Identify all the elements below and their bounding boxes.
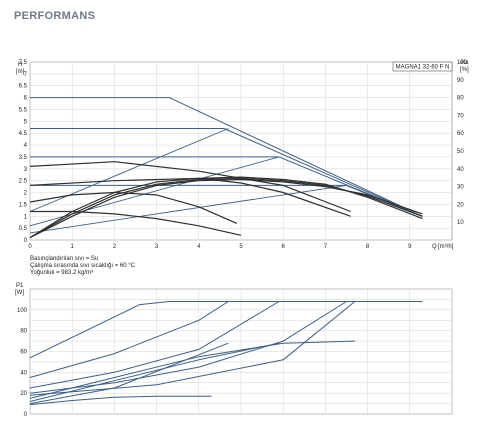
top-y-tick-label: 6: [24, 96, 28, 102]
fluid-note: Çalışma sırasında sıvı sıcaklığı = 60 °C: [30, 263, 136, 269]
top-y-tick-label: 3.5: [19, 155, 28, 161]
top-y-tick-label: 3: [24, 167, 28, 173]
top-y2-tick-label: 60: [457, 131, 464, 137]
top-y2-tick-label: 30: [457, 185, 464, 191]
top-y-axis-unit: [m]: [16, 69, 25, 75]
top-y2-tick-label: 20: [457, 202, 464, 208]
top-y-tick-label: 2: [24, 191, 28, 197]
top-x-tick-label: 8: [366, 244, 370, 250]
head-chart: 0 0.5 1 1.5 2 2.5 3 3.5 4 4.5 5 5.5 6 6.5 7 7.5 0 1 2 3 4 5 6 7…: [16, 60, 469, 276]
top-y2-tick-label: 40: [457, 167, 464, 173]
top-y2-tick-label: 90: [457, 78, 464, 84]
bottom-y-tick-label: 100: [17, 308, 28, 314]
top-series-efficiency-line: [29, 161, 351, 213]
top-series-efficiency-line: [30, 210, 242, 236]
bottom-y-tick-label: 20: [20, 391, 27, 397]
top-x-tick-label: 4: [197, 244, 201, 250]
top-x-axis-unit: [m³/h]: [438, 244, 454, 250]
top-series-efficiency-line: [29, 191, 238, 224]
bottom-series-power-line: [29, 301, 423, 396]
bottom-series-power-line: [29, 395, 212, 406]
top-y2-tick-label: 100: [457, 60, 468, 66]
bottom-y-axis-unit: [W]: [15, 290, 24, 296]
top-series-head-line: [30, 97, 423, 217]
top-x-tick-label: 7: [324, 244, 328, 250]
top-y-tick-label: 4.5: [19, 131, 28, 137]
top-y-tick-label: 6.5: [19, 84, 28, 90]
top-series-efficiency-line: [29, 178, 423, 239]
bottom-series-power-line: [29, 340, 355, 399]
fluid-note: Yoğunluk = 983.2 kg/m³: [30, 270, 93, 276]
top-y-tick-label: 5: [24, 119, 28, 125]
bottom-y-axis-label: P1: [16, 283, 24, 289]
bottom-series-power-line: [29, 342, 229, 405]
bottom-y-tick-label: 0: [24, 412, 28, 418]
top-y2-tick-label: 50: [457, 149, 464, 155]
top-y-tick-label: 1.5: [19, 202, 28, 208]
top-series-efficiency-line: [29, 176, 423, 239]
top-x-axis-label: Q: [432, 244, 437, 250]
top-x-tick-label: 9: [408, 244, 412, 250]
top-y2-tick-label: 10: [457, 220, 464, 226]
bottom-series-power-line: [29, 342, 280, 402]
top-y-tick-label: 7.5: [19, 60, 28, 66]
top-x-tick-label: 6: [282, 244, 286, 250]
power-chart: 0 20 40 60 80 100 P1[W]: [15, 283, 453, 418]
top-y-tick-label: 0.5: [19, 226, 28, 232]
top-x-tick-label: 0: [28, 244, 32, 250]
top-series-system-line: [29, 128, 229, 212]
top-y-tick-label: 7: [24, 72, 28, 78]
bottom-series-power-line: [29, 301, 423, 378]
top-x-tick-label: 5: [239, 244, 243, 250]
chart-title: MAGNA1 32-60 F N: [396, 65, 450, 71]
top-series-head-line: [30, 128, 423, 217]
top-y2-tick-label: 70: [457, 113, 464, 119]
top-y2-axis-unit: [%]: [460, 67, 469, 73]
top-x-tick-label: 1: [71, 244, 75, 250]
top-y2-tick-label: 80: [457, 96, 464, 102]
bottom-series-power-line: [29, 301, 423, 389]
top-x-tick-label: 3: [155, 244, 159, 250]
top-y-tick-label: 5.5: [19, 107, 28, 113]
bottom-y-tick-label: 60: [20, 350, 27, 356]
top-y2-axis-label: eta: [460, 60, 469, 66]
bottom-y-tick-label: 80: [20, 329, 27, 335]
chart-title-box: [392, 61, 453, 72]
top-y-tick-label: 1: [24, 214, 28, 220]
top-series-system-line: [29, 184, 347, 234]
top-series-system-line: [29, 156, 280, 227]
bottom-y-tick-label: 40: [20, 370, 27, 376]
bottom-series-power-line: [29, 301, 423, 394]
top-y-axis-label: H: [18, 62, 22, 68]
top-x-tick-label: 2: [113, 244, 117, 250]
fluid-note: Basınçlandırılan sıvı = Su: [30, 256, 98, 262]
top-y-tick-label: 4: [24, 143, 28, 149]
page-title: PERFORMANS: [14, 10, 96, 22]
top-y-tick-label: 2.5: [19, 179, 28, 185]
top-y-tick-label: 0: [24, 238, 28, 244]
